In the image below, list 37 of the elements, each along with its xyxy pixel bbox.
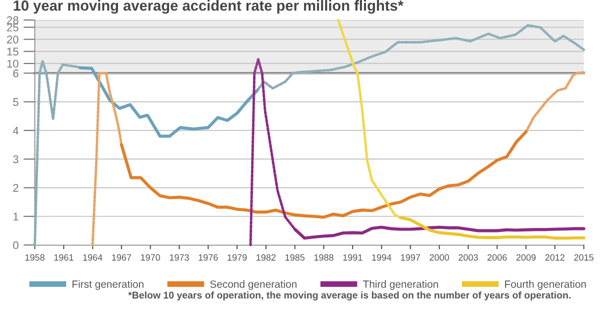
x-tick-label: 1967	[112, 254, 132, 261]
y-tick-label: 6	[13, 69, 18, 78]
x-tick-label: 1970	[141, 254, 160, 261]
x-tick-label: 2003	[458, 254, 478, 261]
legend-label: Third generation	[363, 280, 438, 290]
y-tick-label: 4	[12, 126, 19, 134]
y-tick-label: 5	[13, 98, 18, 106]
x-tick-label: 1976	[198, 254, 218, 261]
x-tick-label: 2000	[430, 254, 450, 261]
y-tick-label: 2	[13, 184, 18, 192]
x-tick-label: 1982	[256, 254, 276, 261]
legend-label: First generation	[72, 280, 144, 290]
y-tick-label: 3	[13, 155, 18, 164]
x-tick-label: 2006	[488, 254, 507, 261]
x-tick-label: 1964	[83, 254, 102, 261]
x-tick-label: 1979	[228, 254, 247, 261]
y-tick-label: 1	[13, 212, 18, 220]
x-tick-label: 1973	[170, 254, 189, 261]
y-tick-label: 28	[7, 16, 18, 24]
legend-label: Second generation	[210, 280, 296, 290]
legend-label: Fourth generation	[505, 280, 586, 290]
y-tick-label: 0	[13, 241, 18, 250]
x-tick-label: 1961	[54, 254, 74, 261]
y-tick-label: 10	[7, 60, 18, 68]
y-tick-label: 20	[7, 36, 18, 44]
x-tick-label: 1994	[372, 254, 392, 261]
x-tick-label: 1991	[343, 254, 362, 261]
x-tick-label: 1997	[401, 254, 420, 261]
y-tick-label: 15	[7, 48, 18, 56]
chart-title: 10 year moving average accident rate per million flights*	[14, 0, 404, 14]
x-tick-label: 2015	[574, 254, 594, 261]
text: *Below 10 years of operation, the moving average is based on the number of years of operation.	[128, 291, 570, 301]
x-tick-label: 1958	[25, 254, 44, 261]
x-tick-label: 2009	[516, 254, 536, 261]
x-tick-label: 1985	[286, 254, 305, 261]
x-tick-label: 2012	[545, 254, 564, 261]
x-tick-label: 1988	[314, 254, 334, 261]
